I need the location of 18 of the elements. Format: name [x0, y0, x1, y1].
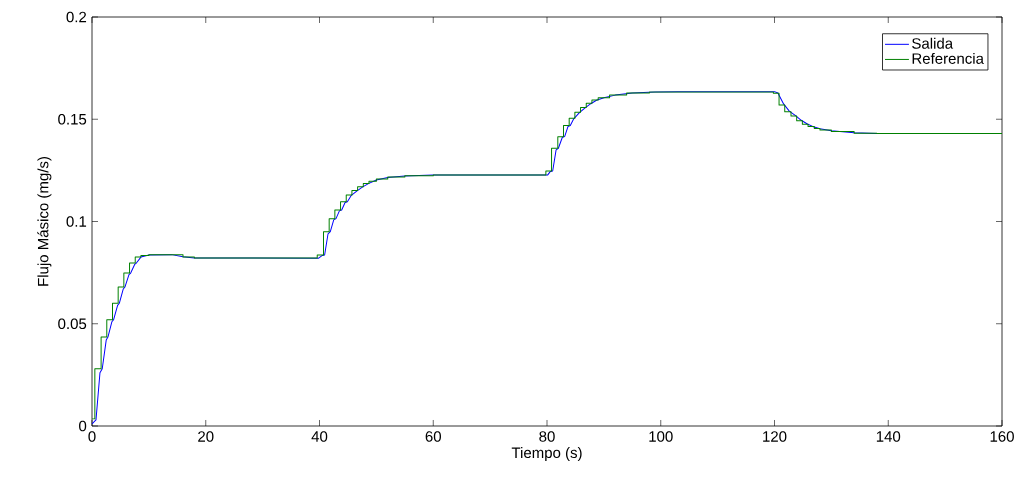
x-tick-label: 80 — [539, 431, 555, 442]
x-tick-label: 0 — [88, 431, 96, 442]
y-tick-label: 0.15 — [58, 113, 87, 125]
x-tick-label: 140 — [876, 431, 901, 442]
y-tick-label: 0.2 — [66, 11, 87, 23]
x-tick-label: 160 — [990, 431, 1014, 442]
x-tick-label: 100 — [649, 431, 673, 442]
x-axis-title: Tiempo (s) — [511, 447, 582, 461]
x-tick-label: 60 — [425, 431, 441, 442]
y-axis-title: Flujo Másico (mg/s) — [37, 157, 52, 286]
y-tick-label: 0 — [79, 420, 87, 432]
x-tick-label: 20 — [198, 431, 214, 442]
y-tick-label: 0.1 — [66, 216, 87, 227]
x-tick-label: 40 — [311, 431, 328, 442]
y-tick-label: 0.05 — [58, 318, 87, 330]
legend-label: Referencia — [912, 52, 984, 64]
x-tick-label: 120 — [763, 431, 787, 442]
legend-label: Salida — [912, 37, 954, 49]
